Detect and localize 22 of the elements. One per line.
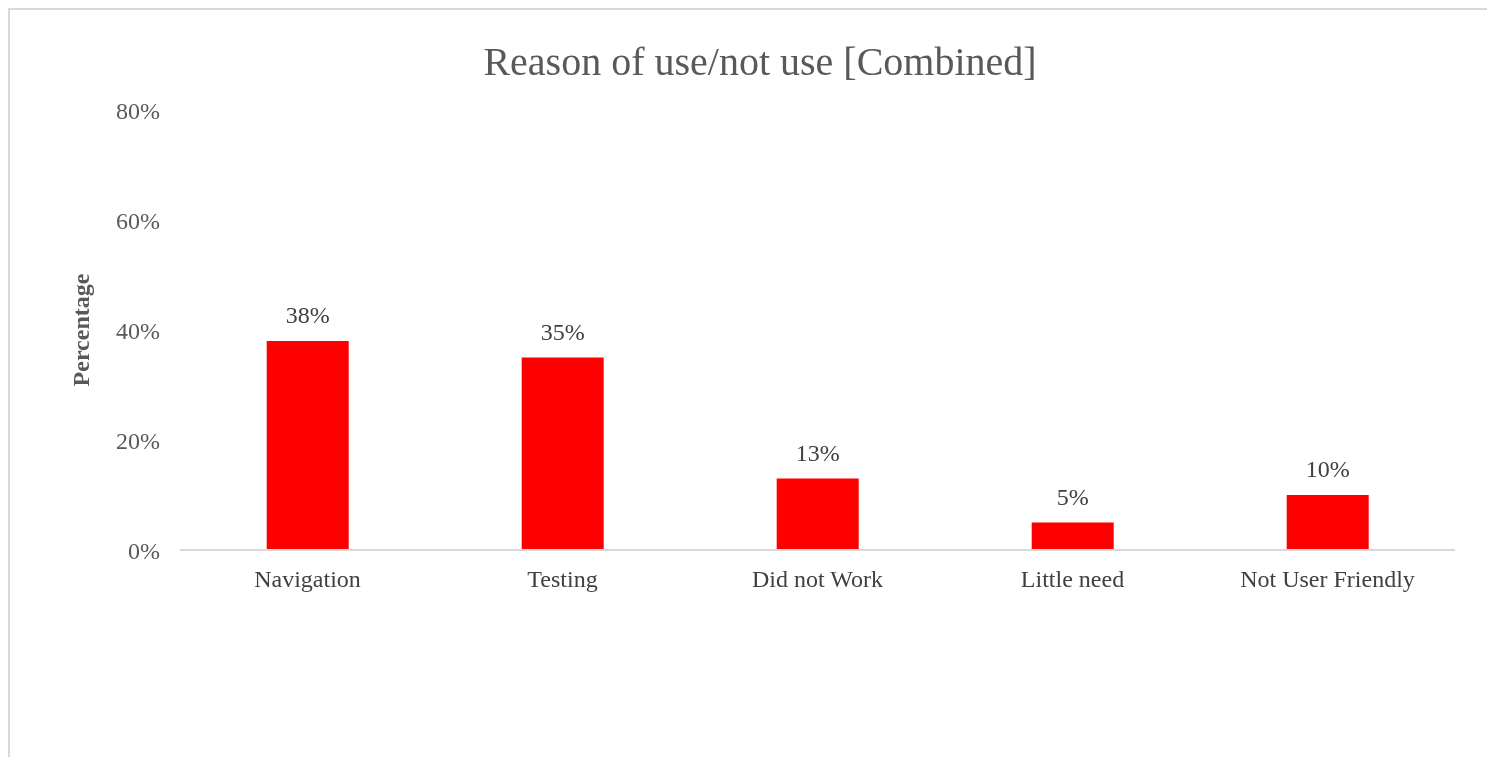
chart-title: Reason of use/not use [Combined] [482, 38, 1038, 85]
x-tick-label: Little need [1020, 566, 1125, 593]
y-tick-label: 20% [116, 427, 160, 454]
y-tick-label: 0% [128, 537, 160, 564]
bar [521, 357, 604, 550]
data-label: 10% [1305, 456, 1350, 482]
bar [266, 341, 349, 550]
data-label: 5% [1056, 483, 1089, 510]
x-tick-label: Testing [527, 566, 598, 593]
x-tick-label: Did not Work [752, 566, 883, 593]
y-tick-label: 40% [116, 317, 160, 344]
bar [776, 478, 859, 550]
y-tick-label: 80% [116, 97, 160, 124]
bar [1031, 522, 1114, 550]
y-axis-title: Percentage [67, 273, 94, 387]
x-tick-label: Navigation [254, 566, 361, 593]
bar [1286, 495, 1369, 550]
data-label: 13% [795, 439, 840, 466]
data-label: 38% [285, 302, 330, 328]
y-tick-label: 60% [116, 207, 160, 234]
x-tick-label: Not User Friendly [1240, 566, 1415, 593]
data-label: 35% [540, 318, 585, 345]
